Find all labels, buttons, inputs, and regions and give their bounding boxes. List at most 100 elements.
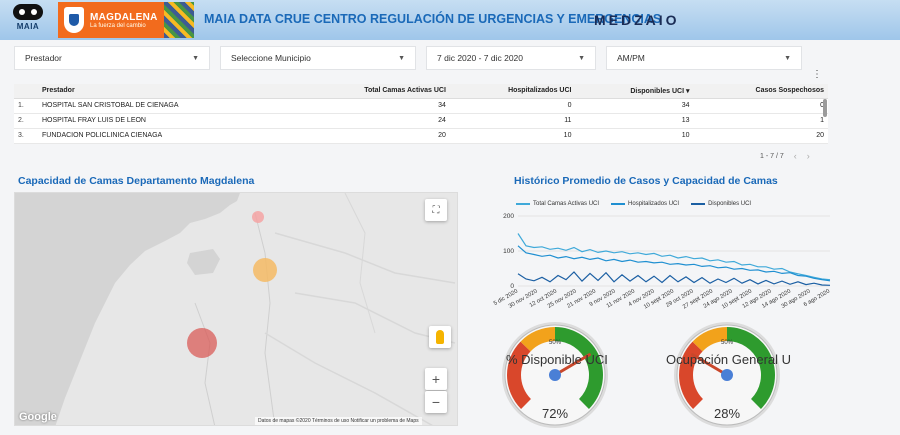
gauge-hub [721, 369, 733, 381]
lagoon-area [187, 249, 220, 275]
gauge-value: 28% [713, 406, 741, 421]
map-title: Capacidad de Camas Departamento Magdalen… [18, 175, 255, 187]
magdalena-logo: MAGDALENA La fuerza del cambio [58, 2, 194, 38]
line-chart: Total Camas Activas UCI Hospitalizados U… [484, 198, 834, 318]
chevron-right-icon[interactable]: › [806, 151, 810, 161]
y-tick-label: 0 [510, 283, 514, 290]
river-line [194, 302, 216, 425]
cell-total-camas: 34 [292, 98, 450, 114]
row-index: 3. [14, 128, 38, 144]
gauge-value: 72% [541, 406, 569, 421]
pegman-icon[interactable] [429, 326, 451, 348]
y-tick-label: 200 [503, 213, 514, 220]
gauge-band-green [555, 327, 603, 409]
gauge-band-green [727, 327, 775, 409]
column-header-disponibles[interactable]: Disponibles UCI ▾ [575, 84, 694, 99]
chart-title: Histórico Promedio de Casos y Capacidad … [514, 175, 778, 187]
table-scrollbar[interactable] [823, 99, 827, 117]
cell-casos-sospechosos: 0 [693, 98, 828, 114]
cell-casos-sospechosos: 1 [693, 113, 828, 129]
page-title: MAIA DATA CRUE CENTRO REGULACIÓN DE URGE… [204, 12, 662, 26]
chart-legend: Total Camas Activas UCI Hospitalizados U… [516, 201, 751, 207]
pagination-label: 1 - 7 / 7 [760, 152, 784, 160]
legend-label: Total Camas Activas UCI [533, 201, 600, 207]
prestador-select[interactable]: Prestador ▼ [14, 46, 210, 70]
gauge-label: Ocupación General U [666, 352, 792, 367]
cell-disponibles: 10 [575, 128, 694, 144]
google-logo: Google [19, 411, 57, 423]
gauge-label: % Disponible UCI [506, 352, 608, 367]
zoom-out-button[interactable]: − [425, 391, 447, 413]
column-header-hospitalizados[interactable]: Hospitalizados UCI [449, 84, 576, 99]
legend-label: Disponibles UCI [708, 201, 752, 207]
road-line [274, 232, 456, 284]
cell-prestador: HOSPITAL SAN CRISTOBAL DE CIENAGA [38, 98, 293, 114]
gauge-needle [691, 353, 729, 377]
chevron-left-icon[interactable]: ‹ [793, 151, 797, 161]
legend-item[interactable]: Total Camas Activas UCI [516, 201, 599, 207]
magdalena-logo-name: MAGDALENA [90, 11, 158, 23]
zoom-in-button[interactable]: + [425, 368, 447, 390]
fullscreen-icon[interactable]: ⛶ [425, 199, 447, 221]
map-canvas [15, 193, 456, 425]
legend-item[interactable]: Disponibles UCI [691, 201, 751, 207]
prestadores-table: Prestador Total Camas Activas UCI Hospit… [14, 84, 828, 148]
river-line [254, 212, 276, 425]
cell-hospitalizados: 11 [449, 113, 576, 129]
gauge-ocupacion-general: 50% Ocupación General U 28% [666, 320, 791, 430]
map-bubble-large[interactable] [187, 328, 217, 358]
chevron-down-icon: ▼ [578, 54, 585, 62]
robot-icon [13, 4, 43, 20]
municipio-select[interactable]: Seleccione Municipio ▼ [220, 46, 416, 70]
map-view[interactable]: ⛶ + − Google Datos de mapas ©2020 Términ… [14, 192, 458, 426]
municipio-select-label: Seleccione Municipio [231, 53, 311, 63]
gauge-disponible-uci: 50% % Disponible UCI 72% [500, 320, 610, 430]
map-bubble-medium[interactable] [253, 258, 277, 282]
legend-label: Hospitalizados UCI [628, 201, 680, 207]
cell-prestador: FUNDACION POLICLINICA CIENAGA [38, 128, 293, 144]
gauge-mid-tick: 50% [721, 340, 734, 346]
gauge-canvas [502, 322, 608, 428]
series-line[interactable] [517, 233, 831, 281]
ampm-select-label: AM/PM [617, 53, 645, 63]
maia-logo-text: MAIA [16, 22, 40, 31]
cell-hospitalizados: 10 [449, 128, 576, 144]
cell-disponibles: 34 [575, 98, 694, 114]
gauge-band-orange [692, 327, 727, 352]
date-range-label: 7 dic 2020 - 7 dic 2020 [437, 53, 524, 63]
map-bubble-small[interactable] [252, 211, 264, 223]
gauge-canvas [674, 322, 780, 428]
cell-total-camas: 20 [292, 128, 450, 144]
header-bar: MAIA MAGDALENA La fuerza del cambio MAIA… [0, 0, 900, 40]
map-attribution[interactable]: Datos de mapas ©2020 Términos de uso Not… [255, 417, 422, 425]
column-header-prestador[interactable]: Prestador [38, 84, 293, 99]
more-options-icon[interactable]: ⋮ [812, 69, 822, 80]
shield-icon [64, 7, 84, 33]
sea-area [15, 193, 240, 425]
date-range-picker[interactable]: 7 dic 2020 - 7 dic 2020 ▼ [426, 46, 596, 70]
table-row[interactable]: 3. FUNDACION POLICLINICA CIENAGA 20 10 1… [14, 128, 828, 144]
index-column-header [14, 84, 38, 99]
ampm-select[interactable]: AM/PM ▼ [606, 46, 802, 70]
legend-swatch [691, 203, 706, 205]
legend-swatch [611, 203, 626, 205]
maia-logo: MAIA [6, 4, 50, 36]
gauge-hub [549, 369, 561, 381]
legend-item[interactable]: Hospitalizados UCI [611, 201, 679, 207]
cell-hospitalizados: 0 [449, 98, 576, 114]
gauge-band-red [507, 341, 531, 409]
brand-logo: MEDZAIO [594, 12, 680, 28]
chevron-down-icon: ▼ [398, 54, 405, 62]
logo-decoration [164, 2, 194, 38]
cell-disponibles: 13 [575, 113, 694, 129]
row-index: 1. [14, 98, 38, 114]
column-header-total-camas[interactable]: Total Camas Activas UCI [292, 84, 450, 99]
table-row[interactable]: 1. HOSPITAL SAN CRISTOBAL DE CIENAGA 34 … [14, 98, 828, 114]
table-row[interactable]: 2. HOSPITAL FRAY LUIS DE LEON 24 11 13 1 [14, 113, 828, 129]
series-line[interactable] [517, 271, 831, 286]
gauge-needle [553, 353, 591, 377]
column-header-casos-sospechosos[interactable]: Casos Sospechosos [693, 84, 828, 99]
cell-total-camas: 24 [292, 113, 450, 129]
series-line[interactable] [517, 245, 831, 282]
